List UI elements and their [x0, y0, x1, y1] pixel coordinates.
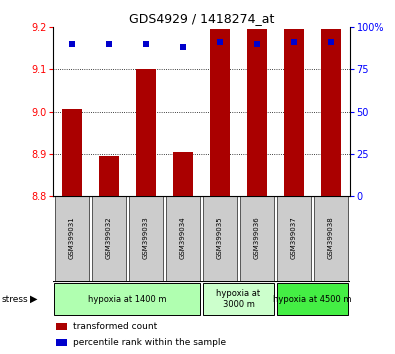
Text: hypoxia at 1400 m: hypoxia at 1400 m	[88, 295, 167, 304]
Bar	[321, 29, 341, 196]
Bar	[136, 69, 156, 196]
Text: percentile rank within the sample: percentile rank within the sample	[73, 338, 226, 347]
Text: stress: stress	[2, 295, 28, 304]
FancyBboxPatch shape	[55, 196, 89, 281]
Text: hypoxia at
3000 m: hypoxia at 3000 m	[216, 290, 261, 309]
Bar	[247, 29, 267, 196]
Text: GSM399033: GSM399033	[143, 216, 149, 259]
Point	[69, 41, 75, 46]
FancyBboxPatch shape	[314, 196, 348, 281]
Text: GSM399032: GSM399032	[106, 216, 112, 258]
Bar	[62, 109, 82, 196]
Point	[328, 39, 334, 45]
FancyBboxPatch shape	[166, 196, 200, 281]
Text: GSM399034: GSM399034	[180, 216, 186, 258]
Text: transformed count: transformed count	[73, 322, 157, 331]
Text: GSM399037: GSM399037	[291, 216, 297, 259]
FancyBboxPatch shape	[55, 283, 200, 315]
FancyBboxPatch shape	[203, 283, 275, 315]
Point	[217, 39, 223, 45]
Bar	[99, 156, 119, 196]
Point	[143, 41, 149, 46]
FancyBboxPatch shape	[240, 196, 274, 281]
Text: hypoxia at 4500 m: hypoxia at 4500 m	[273, 295, 352, 304]
Text: GSM399035: GSM399035	[217, 216, 223, 258]
FancyBboxPatch shape	[203, 196, 237, 281]
Bar	[284, 29, 304, 196]
Point	[106, 41, 112, 46]
Point	[291, 39, 297, 45]
Text: GSM399031: GSM399031	[69, 216, 75, 259]
Text: ▶: ▶	[30, 294, 37, 304]
Bar	[210, 29, 230, 196]
Bar	[173, 152, 193, 196]
Text: GSM399036: GSM399036	[254, 216, 260, 259]
Bar	[56, 322, 67, 330]
Point	[254, 41, 260, 46]
Title: GDS4929 / 1418274_at: GDS4929 / 1418274_at	[129, 12, 274, 25]
FancyBboxPatch shape	[129, 196, 163, 281]
Bar	[56, 338, 67, 346]
FancyBboxPatch shape	[276, 283, 348, 315]
Point	[180, 44, 186, 50]
FancyBboxPatch shape	[277, 196, 311, 281]
Text: GSM399038: GSM399038	[328, 216, 334, 259]
FancyBboxPatch shape	[92, 196, 126, 281]
